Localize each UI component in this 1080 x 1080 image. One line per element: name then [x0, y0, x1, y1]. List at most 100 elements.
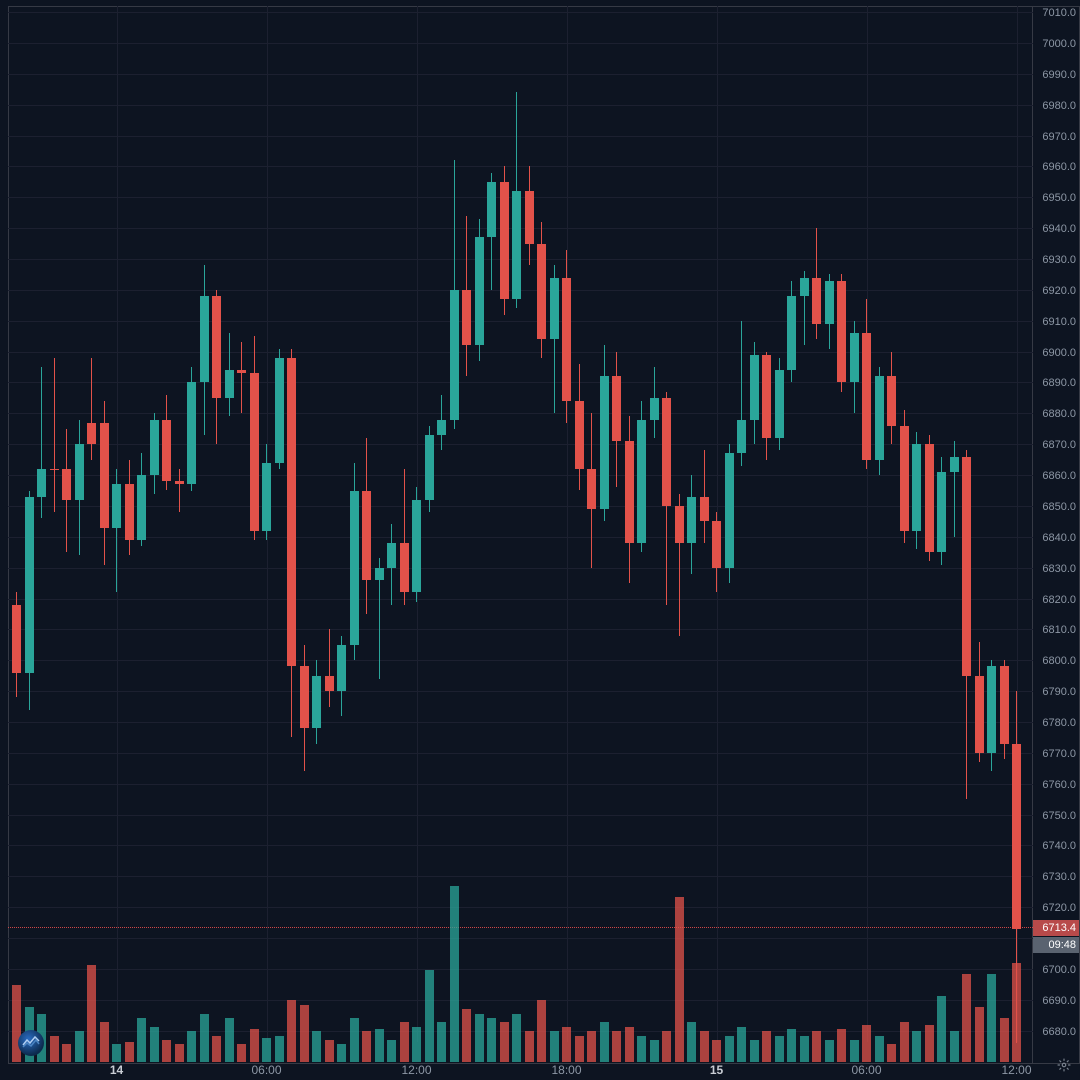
candle[interactable] — [650, 398, 659, 420]
candle[interactable] — [212, 296, 221, 398]
candle[interactable] — [775, 370, 784, 438]
candle[interactable] — [137, 475, 146, 540]
volume-bar[interactable] — [625, 1027, 634, 1062]
volume-bar[interactable] — [100, 1022, 109, 1062]
volume-bar[interactable] — [787, 1029, 796, 1062]
volume-bar[interactable] — [150, 1027, 159, 1062]
volume-bar[interactable] — [737, 1027, 746, 1062]
volume-bar[interactable] — [112, 1044, 121, 1062]
candle[interactable] — [312, 676, 321, 728]
candle[interactable] — [162, 420, 171, 482]
volume-bar[interactable] — [650, 1040, 659, 1062]
volume-bar[interactable] — [812, 1031, 821, 1062]
candle[interactable] — [837, 281, 846, 383]
volume-bar[interactable] — [512, 1014, 521, 1062]
candle[interactable] — [187, 382, 196, 484]
volume-bar[interactable] — [1012, 963, 1021, 1062]
volume-bar[interactable] — [825, 1040, 834, 1062]
candle[interactable] — [75, 444, 84, 500]
candle[interactable] — [812, 278, 821, 324]
volume-bar[interactable] — [987, 974, 996, 1062]
candle[interactable] — [912, 444, 921, 530]
candle[interactable] — [862, 333, 871, 460]
candle[interactable] — [300, 666, 309, 728]
volume-bar[interactable] — [125, 1042, 134, 1062]
candle[interactable] — [150, 420, 159, 476]
candle[interactable] — [87, 423, 96, 445]
candle[interactable] — [612, 376, 621, 441]
candle[interactable] — [400, 543, 409, 592]
candle[interactable] — [337, 645, 346, 691]
volume-bar[interactable] — [575, 1036, 584, 1062]
candle[interactable] — [437, 420, 446, 435]
volume-bar[interactable] — [425, 970, 434, 1062]
candle[interactable] — [987, 666, 996, 752]
candle[interactable] — [275, 358, 284, 463]
candle[interactable] — [737, 420, 746, 454]
candle[interactable] — [100, 423, 109, 528]
volume-bar[interactable] — [562, 1027, 571, 1062]
candle[interactable] — [512, 191, 521, 299]
candle[interactable] — [37, 469, 46, 497]
volume-bar[interactable] — [250, 1029, 259, 1062]
volume-bar[interactable] — [975, 1007, 984, 1062]
candle[interactable] — [675, 506, 684, 543]
volume-bar[interactable] — [800, 1036, 809, 1062]
volume-bar[interactable] — [462, 1009, 471, 1062]
price-chart[interactable] — [8, 6, 1033, 1064]
candle[interactable] — [412, 500, 421, 593]
volume-bar[interactable] — [75, 1031, 84, 1062]
volume-bar[interactable] — [912, 1031, 921, 1062]
volume-bar[interactable] — [362, 1031, 371, 1062]
volume-bar[interactable] — [350, 1018, 359, 1062]
candle[interactable] — [375, 568, 384, 580]
candle[interactable] — [450, 290, 459, 420]
volume-bar[interactable] — [400, 1022, 409, 1062]
candle[interactable] — [575, 401, 584, 469]
candle[interactable] — [325, 676, 334, 691]
volume-bar[interactable] — [225, 1018, 234, 1062]
volume-bar[interactable] — [700, 1031, 709, 1062]
candle[interactable] — [600, 376, 609, 509]
candle[interactable] — [537, 244, 546, 340]
candle[interactable] — [562, 278, 571, 401]
candle[interactable] — [350, 491, 359, 645]
candle[interactable] — [750, 355, 759, 420]
volume-bar[interactable] — [612, 1031, 621, 1062]
candle[interactable] — [25, 497, 34, 673]
volume-bar[interactable] — [937, 996, 946, 1062]
volume-bar[interactable] — [450, 886, 459, 1062]
candle[interactable] — [662, 398, 671, 506]
volume-bar[interactable] — [550, 1031, 559, 1062]
candle[interactable] — [712, 521, 721, 567]
candle[interactable] — [62, 469, 71, 500]
candle[interactable] — [112, 484, 121, 527]
volume-bar[interactable] — [887, 1044, 896, 1062]
volume-bar[interactable] — [312, 1031, 321, 1062]
volume-bar[interactable] — [50, 1036, 59, 1062]
candle[interactable] — [225, 370, 234, 398]
candle[interactable] — [550, 278, 559, 340]
volume-bar[interactable] — [725, 1036, 734, 1062]
volume-bar[interactable] — [537, 1000, 546, 1062]
candle[interactable] — [475, 237, 484, 345]
volume-bar[interactable] — [237, 1044, 246, 1062]
candle[interactable] — [500, 182, 509, 299]
volume-bar[interactable] — [600, 1022, 609, 1062]
volume-bar[interactable] — [287, 1000, 296, 1062]
candle[interactable] — [250, 373, 259, 530]
volume-bar[interactable] — [375, 1029, 384, 1062]
candle[interactable] — [50, 469, 59, 470]
candle[interactable] — [787, 296, 796, 370]
volume-bar[interactable] — [337, 1044, 346, 1062]
candle[interactable] — [262, 463, 271, 531]
volume-bar[interactable] — [637, 1036, 646, 1062]
volume-bar[interactable] — [475, 1014, 484, 1062]
candle[interactable] — [487, 182, 496, 238]
candle[interactable] — [950, 457, 959, 472]
volume-bar[interactable] — [500, 1022, 509, 1062]
volume-bar[interactable] — [762, 1031, 771, 1062]
volume-bar[interactable] — [175, 1044, 184, 1062]
candle[interactable] — [362, 491, 371, 580]
volume-bar[interactable] — [925, 1025, 934, 1062]
